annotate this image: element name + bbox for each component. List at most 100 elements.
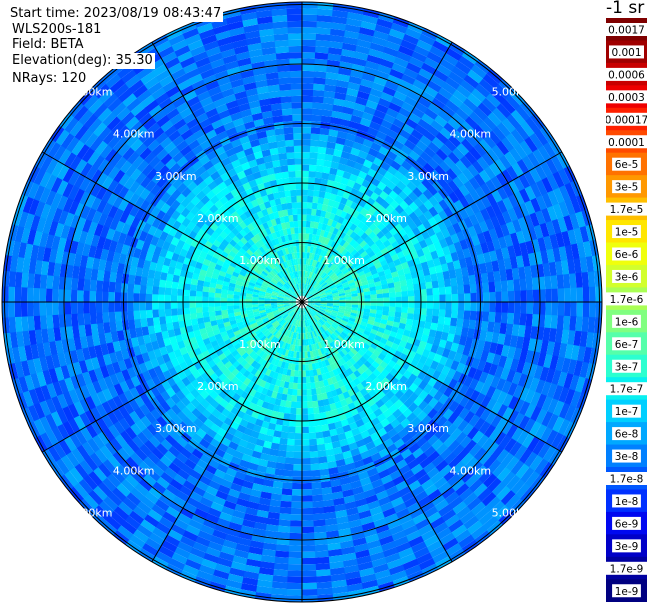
data-cell: [477, 102, 493, 117]
data-cell: [470, 302, 477, 312]
data-cell: [309, 152, 318, 160]
data-cell: [509, 90, 526, 106]
data-cell: [443, 206, 454, 218]
data-cell: [581, 316, 589, 333]
data-cell: [333, 149, 343, 158]
data-cell: [343, 36, 359, 46]
data-cell: [363, 308, 371, 313]
data-cell: [551, 302, 559, 316]
data-cell: [561, 260, 570, 276]
data-cell: [440, 263, 449, 273]
data-cell: [375, 130, 388, 141]
data-cell: [463, 74, 480, 89]
data-cell: [297, 383, 302, 390]
data-cell: [516, 430, 530, 446]
data-cell: [375, 285, 383, 291]
data-cell: [317, 277, 323, 284]
data-cell: [576, 302, 584, 318]
data-cell: [485, 261, 494, 274]
data-cell: [339, 333, 346, 340]
data-cell: [515, 125, 530, 141]
data-cell: [401, 261, 409, 270]
data-cell: [468, 478, 484, 493]
data-cell: [443, 435, 456, 449]
data-cell: [433, 69, 449, 83]
data-cell: [319, 318, 326, 325]
data-cell: [345, 133, 357, 142]
data-cell: [567, 259, 576, 275]
data-cell: [473, 143, 487, 157]
data-cell: [369, 286, 377, 292]
data-cell: [389, 123, 403, 135]
data-cell: [474, 348, 483, 361]
data-cell: [501, 291, 509, 303]
data-cell: [441, 365, 451, 376]
data-cell: [357, 349, 366, 357]
data-cell: [465, 116, 480, 131]
data-cell: [415, 73, 431, 86]
data-cell: [413, 313, 421, 321]
data-cell: [545, 288, 552, 303]
data-cell: [575, 316, 583, 332]
data-cell: [290, 514, 302, 521]
data-cell: [338, 224, 346, 232]
data-cell: [325, 185, 333, 194]
data-cell: [427, 102, 442, 116]
data-cell: [457, 172, 469, 185]
data-cell: [487, 459, 502, 474]
data-cell: [312, 273, 317, 280]
data-cell: [220, 297, 228, 302]
data-cell: [418, 33, 436, 47]
data-cell: [359, 324, 367, 331]
data-cell: [330, 240, 337, 248]
data-cell: [436, 272, 444, 281]
data-cell: [442, 375, 453, 387]
data-cell: [491, 144, 505, 160]
data-cell: [332, 276, 339, 282]
data-cell: [489, 250, 498, 263]
data-cell: [371, 235, 380, 244]
data-cell: [214, 301, 221, 307]
data-cell: [437, 279, 445, 288]
data-cell: [214, 306, 222, 312]
data-cell: [8, 286, 15, 302]
data-cell: [468, 177, 481, 191]
data-cell: [310, 127, 321, 135]
data-cell: [366, 54, 382, 65]
data-cell: [583, 347, 592, 364]
data-cell: [443, 317, 452, 326]
data-cell: [331, 187, 339, 196]
data-cell: [315, 261, 320, 268]
data-cell: [377, 64, 392, 75]
data-cell: [309, 286, 314, 293]
data-cell: [532, 148, 546, 165]
data-cell: [408, 191, 419, 202]
data-cell: [327, 135, 338, 144]
data-cell: [334, 195, 343, 203]
data-cell: [499, 155, 512, 170]
data-cell: [525, 313, 533, 327]
data-cell: [409, 265, 417, 274]
data-cell: [396, 85, 411, 97]
data-cell: [539, 366, 550, 382]
data-cell: [473, 447, 487, 462]
data-cell: [400, 144, 413, 156]
data-cell: [501, 210, 513, 224]
data-cell: [307, 246, 311, 253]
data-cell: [441, 104, 456, 118]
data-cell: [488, 363, 499, 377]
data-cell: [348, 341, 356, 349]
data-cell: [510, 478, 526, 495]
data-cell: [339, 321, 347, 328]
data-cell: [321, 282, 328, 288]
data-cell: [444, 235, 454, 247]
data-cell: [473, 417, 486, 431]
data-cell: [373, 76, 388, 87]
data-cell: [473, 465, 488, 480]
data-cell: [455, 159, 468, 173]
data-cell: [418, 68, 434, 81]
data-cell: [302, 158, 310, 165]
data-cell: [363, 291, 371, 296]
data-cell: [334, 319, 341, 324]
data-cell: [406, 336, 415, 345]
